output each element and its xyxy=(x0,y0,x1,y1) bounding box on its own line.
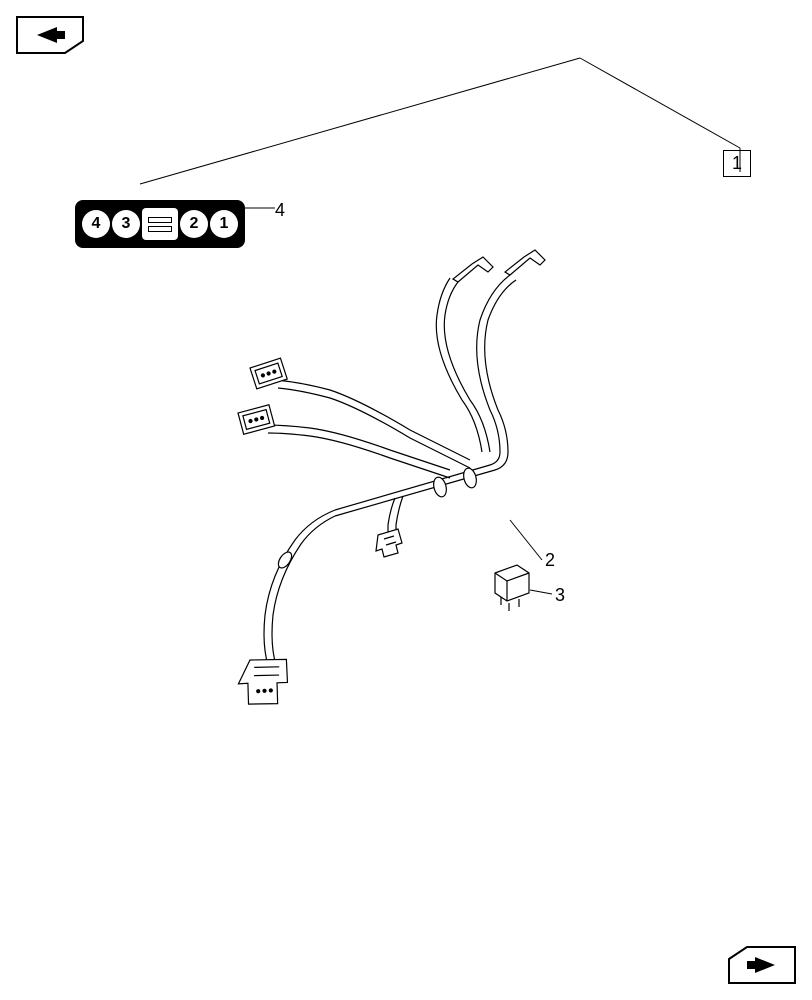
parts-diagram xyxy=(0,0,812,1000)
callout-1: 1 xyxy=(723,150,751,177)
callout-4: 4 xyxy=(275,200,285,221)
callout-3: 3 xyxy=(555,585,565,606)
leader-lines xyxy=(245,58,740,594)
callout-2: 2 xyxy=(545,550,555,571)
